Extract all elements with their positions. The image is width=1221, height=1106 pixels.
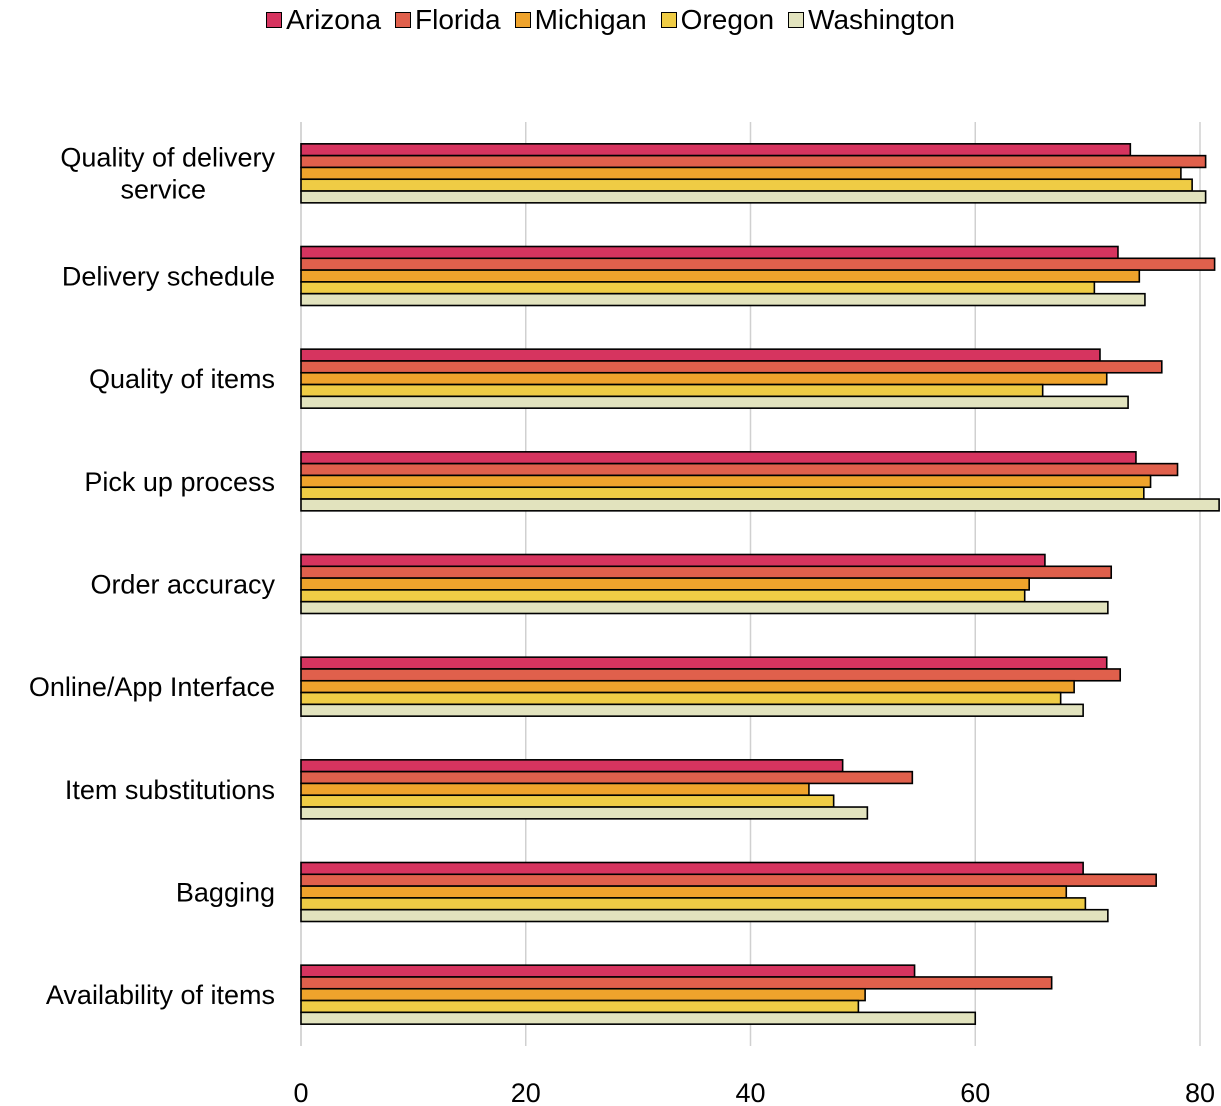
bar-online-app-interface-arizona (300, 656, 1108, 670)
legend: Arizona Florida Michigan Oregon Washingt… (0, 4, 1221, 36)
legend-swatch-florida (395, 12, 412, 28)
bar-quality-of-items-washington (300, 395, 1129, 409)
legend-item-florida: Florida (395, 4, 501, 36)
bar-delivery-schedule-arizona (300, 245, 1119, 260)
bar-item-substitutions-washington (300, 806, 869, 820)
bar-quality-of-delivery-service-arizona (300, 143, 1132, 157)
bar-bagging-arizona (300, 861, 1084, 876)
legend-label-michigan: Michigan (534, 4, 647, 35)
bar-quality-of-delivery-service-washington (300, 190, 1207, 204)
bar-delivery-schedule-washington (300, 292, 1146, 307)
bar-order-accuracy-washington (300, 600, 1109, 615)
legend-label-florida: Florida (415, 4, 501, 35)
x-tick-label-0: 0 (293, 1078, 308, 1106)
bar-availability-of-items-michigan (300, 987, 866, 1002)
legend-swatch-arizona (266, 12, 283, 28)
category-label-quality-of-items: Quality of items (89, 364, 275, 394)
bar-availability-of-items-florida (300, 976, 1053, 990)
bar-item-substitutions-florida (300, 770, 914, 785)
legend-label-oregon: Oregon (680, 4, 775, 35)
legend-item-michigan: Michigan (514, 4, 647, 36)
bar-order-accuracy-oregon (300, 589, 1026, 603)
bar-pick-up-process-arizona (300, 451, 1137, 465)
category-label-delivery-schedule: Delivery schedule (62, 261, 275, 291)
category-label-order-accuracy: Order accuracy (90, 569, 275, 599)
bar-item-substitutions-oregon (300, 794, 835, 808)
category-label-quality-of-delivery-service: Quality of delivery service (60, 143, 275, 205)
bar-bagging-washington (300, 908, 1109, 923)
category-label-item-substitutions: Item substitutions (65, 775, 275, 805)
bar-pick-up-process-washington (300, 498, 1220, 512)
bar-quality-of-delivery-service-oregon (300, 178, 1193, 192)
bar-order-accuracy-michigan (300, 577, 1030, 591)
bar-pick-up-process-michigan (300, 474, 1152, 489)
bar-availability-of-items-oregon (300, 999, 860, 1014)
bar-online-app-interface-florida (300, 668, 1122, 682)
x-tick-label-80: 80 (1185, 1078, 1215, 1106)
bar-quality-of-items-arizona (300, 348, 1101, 362)
bar-quality-of-delivery-service-florida (300, 154, 1207, 169)
bar-item-substitutions-arizona (300, 759, 844, 773)
category-label-online-app-interface: Online/App Interface (29, 672, 275, 702)
legend-label-washington: Washington (808, 4, 955, 35)
bar-quality-of-items-florida (300, 360, 1163, 374)
bar-availability-of-items-washington (300, 1011, 977, 1025)
bar-quality-of-items-oregon (300, 383, 1044, 398)
bar-quality-of-items-michigan (300, 371, 1108, 386)
legend-swatch-michigan (514, 12, 531, 28)
category-label-availability-of-items: Availability of items (46, 980, 275, 1010)
category-label-bagging: Bagging (176, 877, 275, 907)
bar-quality-of-delivery-service-michigan (300, 166, 1182, 181)
legend-label-arizona: Arizona (286, 4, 382, 35)
bar-delivery-schedule-oregon (300, 281, 1096, 295)
bar-delivery-schedule-florida (300, 257, 1216, 271)
bar-pick-up-process-florida (300, 462, 1179, 477)
legend-item-washington: Washington (788, 4, 955, 36)
x-tick-label-40: 40 (735, 1078, 765, 1106)
bar-bagging-florida (300, 873, 1157, 887)
x-tick-label-60: 60 (960, 1078, 990, 1106)
bar-online-app-interface-oregon (300, 691, 1062, 706)
bar-bagging-oregon (300, 897, 1087, 911)
bar-delivery-schedule-michigan (300, 269, 1141, 283)
legend-swatch-oregon (660, 12, 677, 28)
legend-swatch-washington (788, 12, 805, 28)
legend-item-arizona: Arizona (266, 4, 381, 36)
bar-bagging-michigan (300, 885, 1068, 899)
bar-order-accuracy-arizona (300, 553, 1046, 568)
bar-pick-up-process-oregon (300, 486, 1145, 500)
bar-item-substitutions-michigan (300, 782, 810, 797)
category-label-pick-up-process: Pick up process (84, 467, 275, 497)
x-tick-label-20: 20 (511, 1078, 541, 1106)
bar-order-accuracy-florida (300, 565, 1113, 579)
bar-online-app-interface-washington (300, 703, 1084, 717)
legend-item-oregon: Oregon (660, 4, 775, 36)
bar-online-app-interface-michigan (300, 679, 1075, 694)
bar-availability-of-items-arizona (300, 964, 916, 978)
